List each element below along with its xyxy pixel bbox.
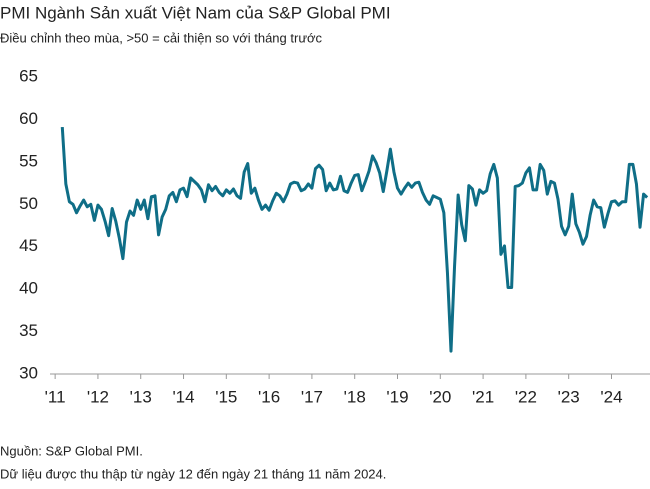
y-tick-label: 55 [19, 151, 38, 170]
x-tick-label: '22 [515, 387, 537, 406]
y-tick-label: 45 [19, 236, 38, 255]
x-tick-label: '23 [558, 387, 580, 406]
x-tick-label: '11 [45, 387, 66, 406]
x-tick-label: '18 [344, 387, 366, 406]
x-tick-label: '15 [215, 387, 237, 406]
chart-title: PMI Ngành Sản xuất Việt Nam của S&P Glob… [0, 3, 391, 22]
x-tick-label: '14 [172, 387, 194, 406]
source: Nguồn: S&P Global PMI. [0, 443, 143, 458]
x-tick-label: '13 [130, 387, 152, 406]
y-tick-label: 65 [19, 66, 38, 85]
y-tick-label: 50 [19, 194, 38, 213]
x-tick-label: '16 [258, 387, 280, 406]
series-line [60, 126, 649, 353]
y-tick-label: 30 [19, 363, 38, 382]
x-tick-label: '19 [386, 387, 408, 406]
x-tick-label: '17 [301, 387, 323, 406]
x-tick-label: '12 [87, 387, 109, 406]
x-tick-label: '21 [472, 387, 494, 406]
note: Dữ liệu được thu thập từ ngày 12 đến ngà… [0, 466, 386, 481]
y-tick-label: 35 [19, 321, 38, 340]
x-tick-label: '20 [429, 387, 451, 406]
x-tick-label: '24 [600, 387, 622, 406]
y-tick-label: 40 [19, 279, 38, 298]
chart-subtitle: Điều chỉnh theo mùa, >50 = cải thiện so … [0, 30, 323, 45]
y-tick-label: 60 [19, 109, 38, 128]
